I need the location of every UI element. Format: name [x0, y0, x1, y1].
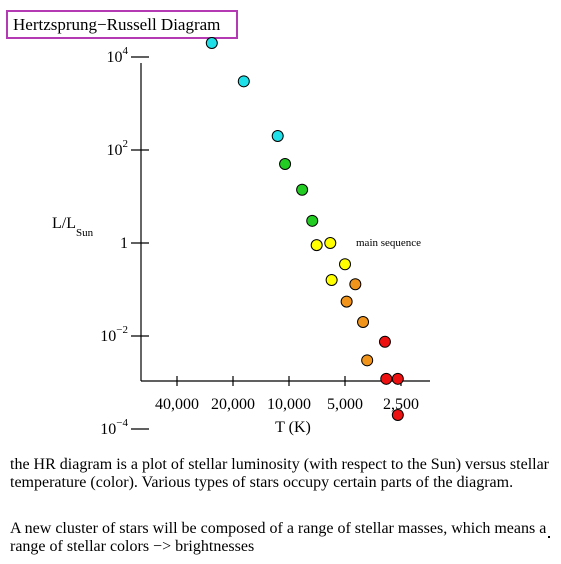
- star-point: [339, 258, 351, 271]
- star-point: [357, 316, 370, 329]
- y-tick-label: 10−4: [100, 417, 128, 438]
- star-point: [380, 372, 393, 385]
- star-points: [205, 37, 404, 422]
- y-tick-base: 10: [100, 421, 116, 438]
- y-tick-label: 1: [120, 235, 128, 252]
- y-tick-exponent: 2: [123, 138, 129, 150]
- x-tick-label: 10,000: [267, 396, 311, 413]
- x-tick-label: 5,000: [327, 396, 363, 413]
- star-point: [279, 157, 292, 170]
- star-point: [391, 372, 404, 385]
- star-point: [378, 335, 391, 348]
- y-tick-base: 10: [107, 49, 123, 66]
- explanation-paragraph-2: A new cluster of stars will be composed …: [10, 520, 547, 555]
- star-point: [340, 295, 353, 308]
- star-point: [306, 214, 319, 227]
- y-tick-label: 104: [107, 45, 129, 66]
- x-tick-label: 2,500: [383, 396, 419, 413]
- hr-diagram-chart: 106104102110−210−4 40,00020,00010,0005,0…: [52, 37, 430, 438]
- x-ticks: 40,000 20,000 10,000 5,000 2,500: [155, 376, 419, 413]
- y-tick-exponent: 4: [123, 45, 129, 57]
- main-sequence-annotation: main sequence: [356, 237, 421, 249]
- star-point: [324, 237, 337, 249]
- y-tick-base: 10: [100, 328, 116, 345]
- explanation-paragraph-1: the HR diagram is a plot of stellar lumi…: [10, 456, 550, 491]
- x-tick-label: 40,000: [155, 396, 199, 413]
- chart-title: Hertzsprung−Russell Diagram: [6, 10, 238, 39]
- star-point: [325, 274, 338, 287]
- y-tick-label: 102: [107, 138, 129, 159]
- x-axis-label: T (K): [275, 419, 311, 436]
- y-tick-base: 10: [107, 142, 123, 159]
- star-point: [349, 278, 362, 291]
- y-tick-label: 10−2: [100, 324, 128, 345]
- star-point: [361, 354, 374, 367]
- star-point: [237, 75, 250, 88]
- star-point: [205, 37, 218, 50]
- y-tick-base: 1: [120, 235, 128, 252]
- star-point: [271, 130, 284, 143]
- y-axis-label-main: L/L: [52, 215, 76, 232]
- star-point: [310, 239, 323, 252]
- y-tick-exponent: −4: [116, 417, 128, 429]
- y-ticks: 106104102110−210−4: [100, 45, 149, 438]
- y-tick-exponent: −2: [116, 324, 128, 336]
- y-axis-label-sub: Sun: [76, 227, 94, 239]
- stray-dot: [548, 536, 550, 538]
- x-tick-label: 20,000: [211, 396, 255, 413]
- star-point: [296, 183, 309, 196]
- star-point: [391, 409, 404, 422]
- y-axis-label: L/LSun: [52, 215, 94, 239]
